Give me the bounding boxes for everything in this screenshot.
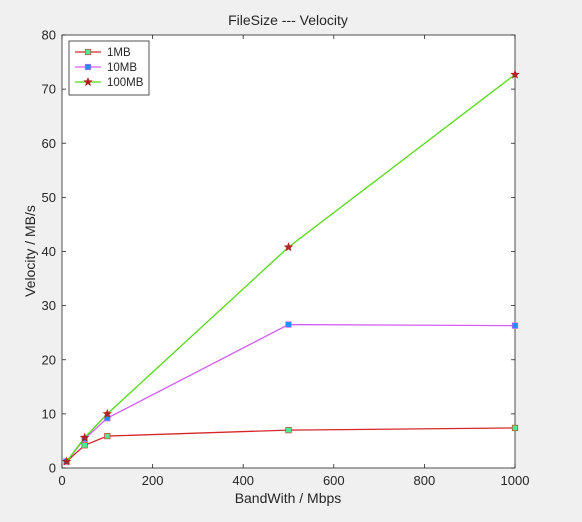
y-tick-label-1: 10 [42, 406, 56, 421]
y-axis-label: Velocity / MB/s [22, 205, 38, 297]
y-tick-label-8: 80 [42, 28, 56, 43]
point-10MB-4 [511, 322, 519, 329]
series-group [61, 69, 520, 466]
point-100MB-3 [283, 242, 294, 252]
legend-item-10MB: 10MB [75, 62, 137, 74]
legend-item-1MB: 1MB [75, 47, 131, 59]
series-100MB [61, 69, 520, 466]
legend-marker-100MB [83, 76, 93, 87]
legend-item-100MB: 100MB [75, 76, 144, 89]
point-1MB-3 [285, 427, 292, 434]
y-tick-label-6: 60 [42, 136, 56, 151]
point-100MB-1 [79, 432, 90, 442]
point-100MB-2 [102, 408, 113, 418]
legend-label-1MB: 1MB [107, 47, 131, 59]
y-tick-label-4: 40 [42, 244, 56, 259]
point-100MB-4 [510, 69, 520, 79]
legend-label-100MB: 100MB [107, 77, 144, 89]
x-tick-label-3: 600 [323, 473, 345, 488]
point-10MB-3 [285, 321, 292, 328]
point-1MB-1 [81, 442, 88, 449]
point-1MB-2 [104, 432, 111, 440]
x-tick-label-5: 1000 [501, 473, 530, 488]
point-1MB-4 [511, 424, 519, 432]
legend-marker-10MB [84, 63, 92, 71]
y-tick-label-7: 70 [42, 82, 56, 97]
axes: 0 200 400 600 800 1000 0 10 20 30 40 50 60 70 80 [42, 28, 530, 489]
y-tick-label-5: 50 [42, 190, 56, 205]
legend-marker-1MB [84, 48, 92, 56]
plot-background [62, 35, 515, 468]
y-tick-label-0: 0 [49, 461, 56, 476]
y-tick-label-3: 30 [42, 298, 56, 313]
chart-title: FileSize --- Velocity [228, 12, 348, 28]
point-100MB-0 [61, 456, 72, 466]
x-tick-label-0: 0 [58, 473, 65, 488]
legend-label-10MB: 10MB [107, 62, 137, 74]
x-tick-label-2: 400 [232, 473, 254, 488]
y-tick-label-2: 20 [42, 352, 56, 367]
legend: 1MB 10MB 100MB [68, 40, 150, 96]
x-tick-label-4: 800 [414, 473, 436, 488]
legend-box [68, 40, 150, 96]
x-tick-label-1: 200 [142, 473, 164, 488]
x-axis-label: BandWith / Mbps [235, 490, 342, 506]
